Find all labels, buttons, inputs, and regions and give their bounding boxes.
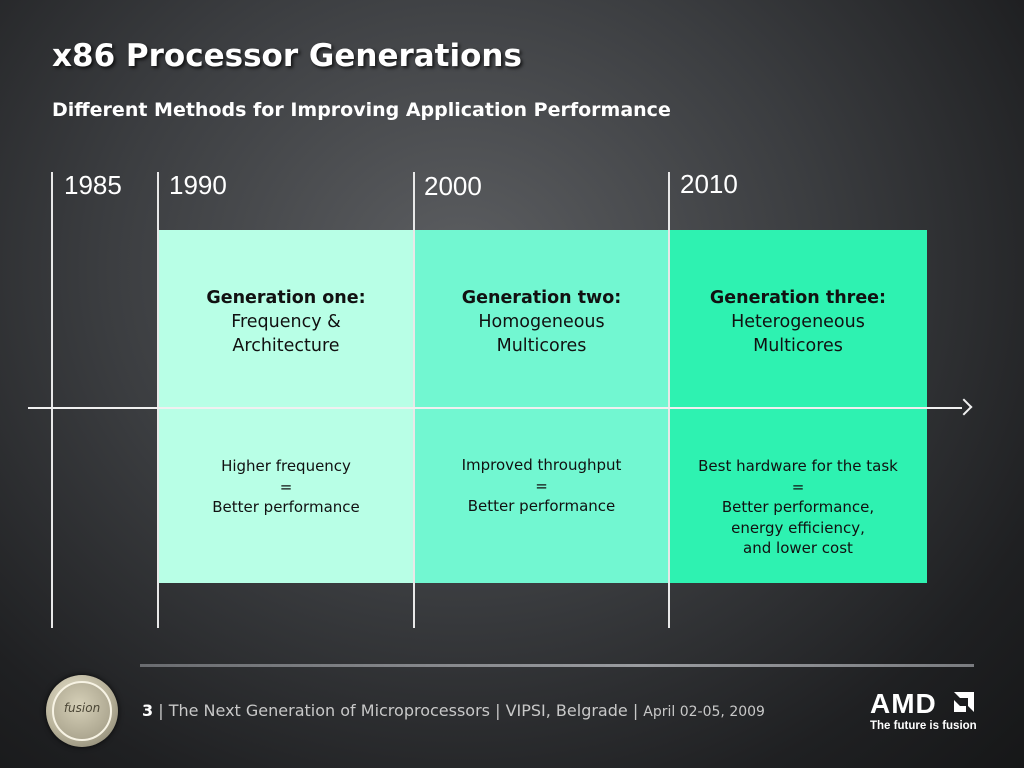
- slide-subtitle: Different Methods for Improving Applicat…: [52, 99, 671, 121]
- generation-two-line: Multicores: [496, 336, 587, 356]
- fusion-badge-word: fusion: [63, 701, 101, 715]
- generation-one-description: Higher frequency = Better performance: [158, 456, 414, 518]
- generation-three-line: Heterogeneous: [731, 312, 865, 332]
- footer-date: April 02-05, 2009: [643, 704, 765, 720]
- generation-one-desc-line: Better performance: [212, 498, 360, 516]
- timeline-marker-1985: [51, 172, 53, 628]
- slide-title: x86 Processor Generations: [52, 38, 522, 74]
- generation-three-description: Best hardware for the task = Better perf…: [669, 456, 927, 559]
- page-number: 3: [142, 701, 154, 720]
- generation-one-line: Frequency &: [231, 312, 341, 332]
- year-label-2010: 2010: [680, 169, 738, 199]
- year-label-1985: 1985: [64, 170, 122, 200]
- generation-three-box: Generation three: Heterogeneous Multicor…: [669, 230, 927, 583]
- arrow-right-icon: [955, 398, 973, 416]
- footer-divider: [140, 664, 974, 667]
- generation-three-desc-line: Best hardware for the task: [698, 457, 898, 475]
- generation-three-title: Generation three: Heterogeneous Multicor…: [669, 286, 927, 358]
- generation-two-title: Generation two: Homogeneous Multicores: [414, 286, 669, 358]
- generation-two-description: Improved throughput = Better performance: [414, 455, 669, 517]
- amd-tagline: The future is fusion: [870, 720, 977, 732]
- timeline-axis: [28, 407, 962, 409]
- generation-three-line: Multicores: [753, 336, 843, 356]
- year-label-2000: 2000: [424, 171, 482, 201]
- amd-logo: AMD The future is fusion: [870, 688, 980, 738]
- generation-one-box: Generation one: Frequency & Architecture…: [158, 230, 414, 583]
- generation-one-desc-line: =: [279, 477, 293, 496]
- generation-two-desc-line: Improved throughput: [461, 456, 622, 474]
- generation-three-desc-line: energy efficiency,: [731, 518, 865, 537]
- fusion-badge-icon: fusion: [46, 675, 118, 747]
- generation-two-desc-line: Better performance: [467, 497, 616, 515]
- generation-one-line: Architecture: [232, 336, 340, 356]
- generation-two-line: Homogeneous: [478, 312, 605, 332]
- generation-three-desc-line: Better performance,: [721, 498, 875, 516]
- timeline-marker-2010: [668, 172, 670, 628]
- footer-text: 3 | The Next Generation of Microprocesso…: [142, 701, 765, 720]
- generation-two-box: Generation two: Homogeneous Multicores I…: [414, 230, 669, 583]
- fusion-badge-ring: [52, 681, 112, 741]
- generation-one-title: Generation one: Frequency & Architecture: [158, 286, 414, 358]
- generation-one-heading: Generation one:: [206, 288, 366, 308]
- timeline-marker-2000: [413, 172, 415, 628]
- amd-arrow-icon: [954, 692, 974, 712]
- generation-three-desc-line: and lower cost: [743, 539, 853, 557]
- generation-three-desc-line: =: [791, 477, 805, 496]
- generation-two-desc-line: =: [535, 476, 548, 495]
- footer-caption: | The Next Generation of Microprocessors…: [153, 701, 644, 720]
- generation-one-desc-line: Higher frequency: [221, 457, 351, 475]
- generation-two-heading: Generation two:: [461, 288, 622, 308]
- generation-three-heading: Generation three:: [709, 288, 887, 308]
- amd-wordmark: AMD: [870, 688, 937, 719]
- year-label-1990: 1990: [169, 170, 227, 200]
- timeline-marker-1990: [157, 172, 159, 628]
